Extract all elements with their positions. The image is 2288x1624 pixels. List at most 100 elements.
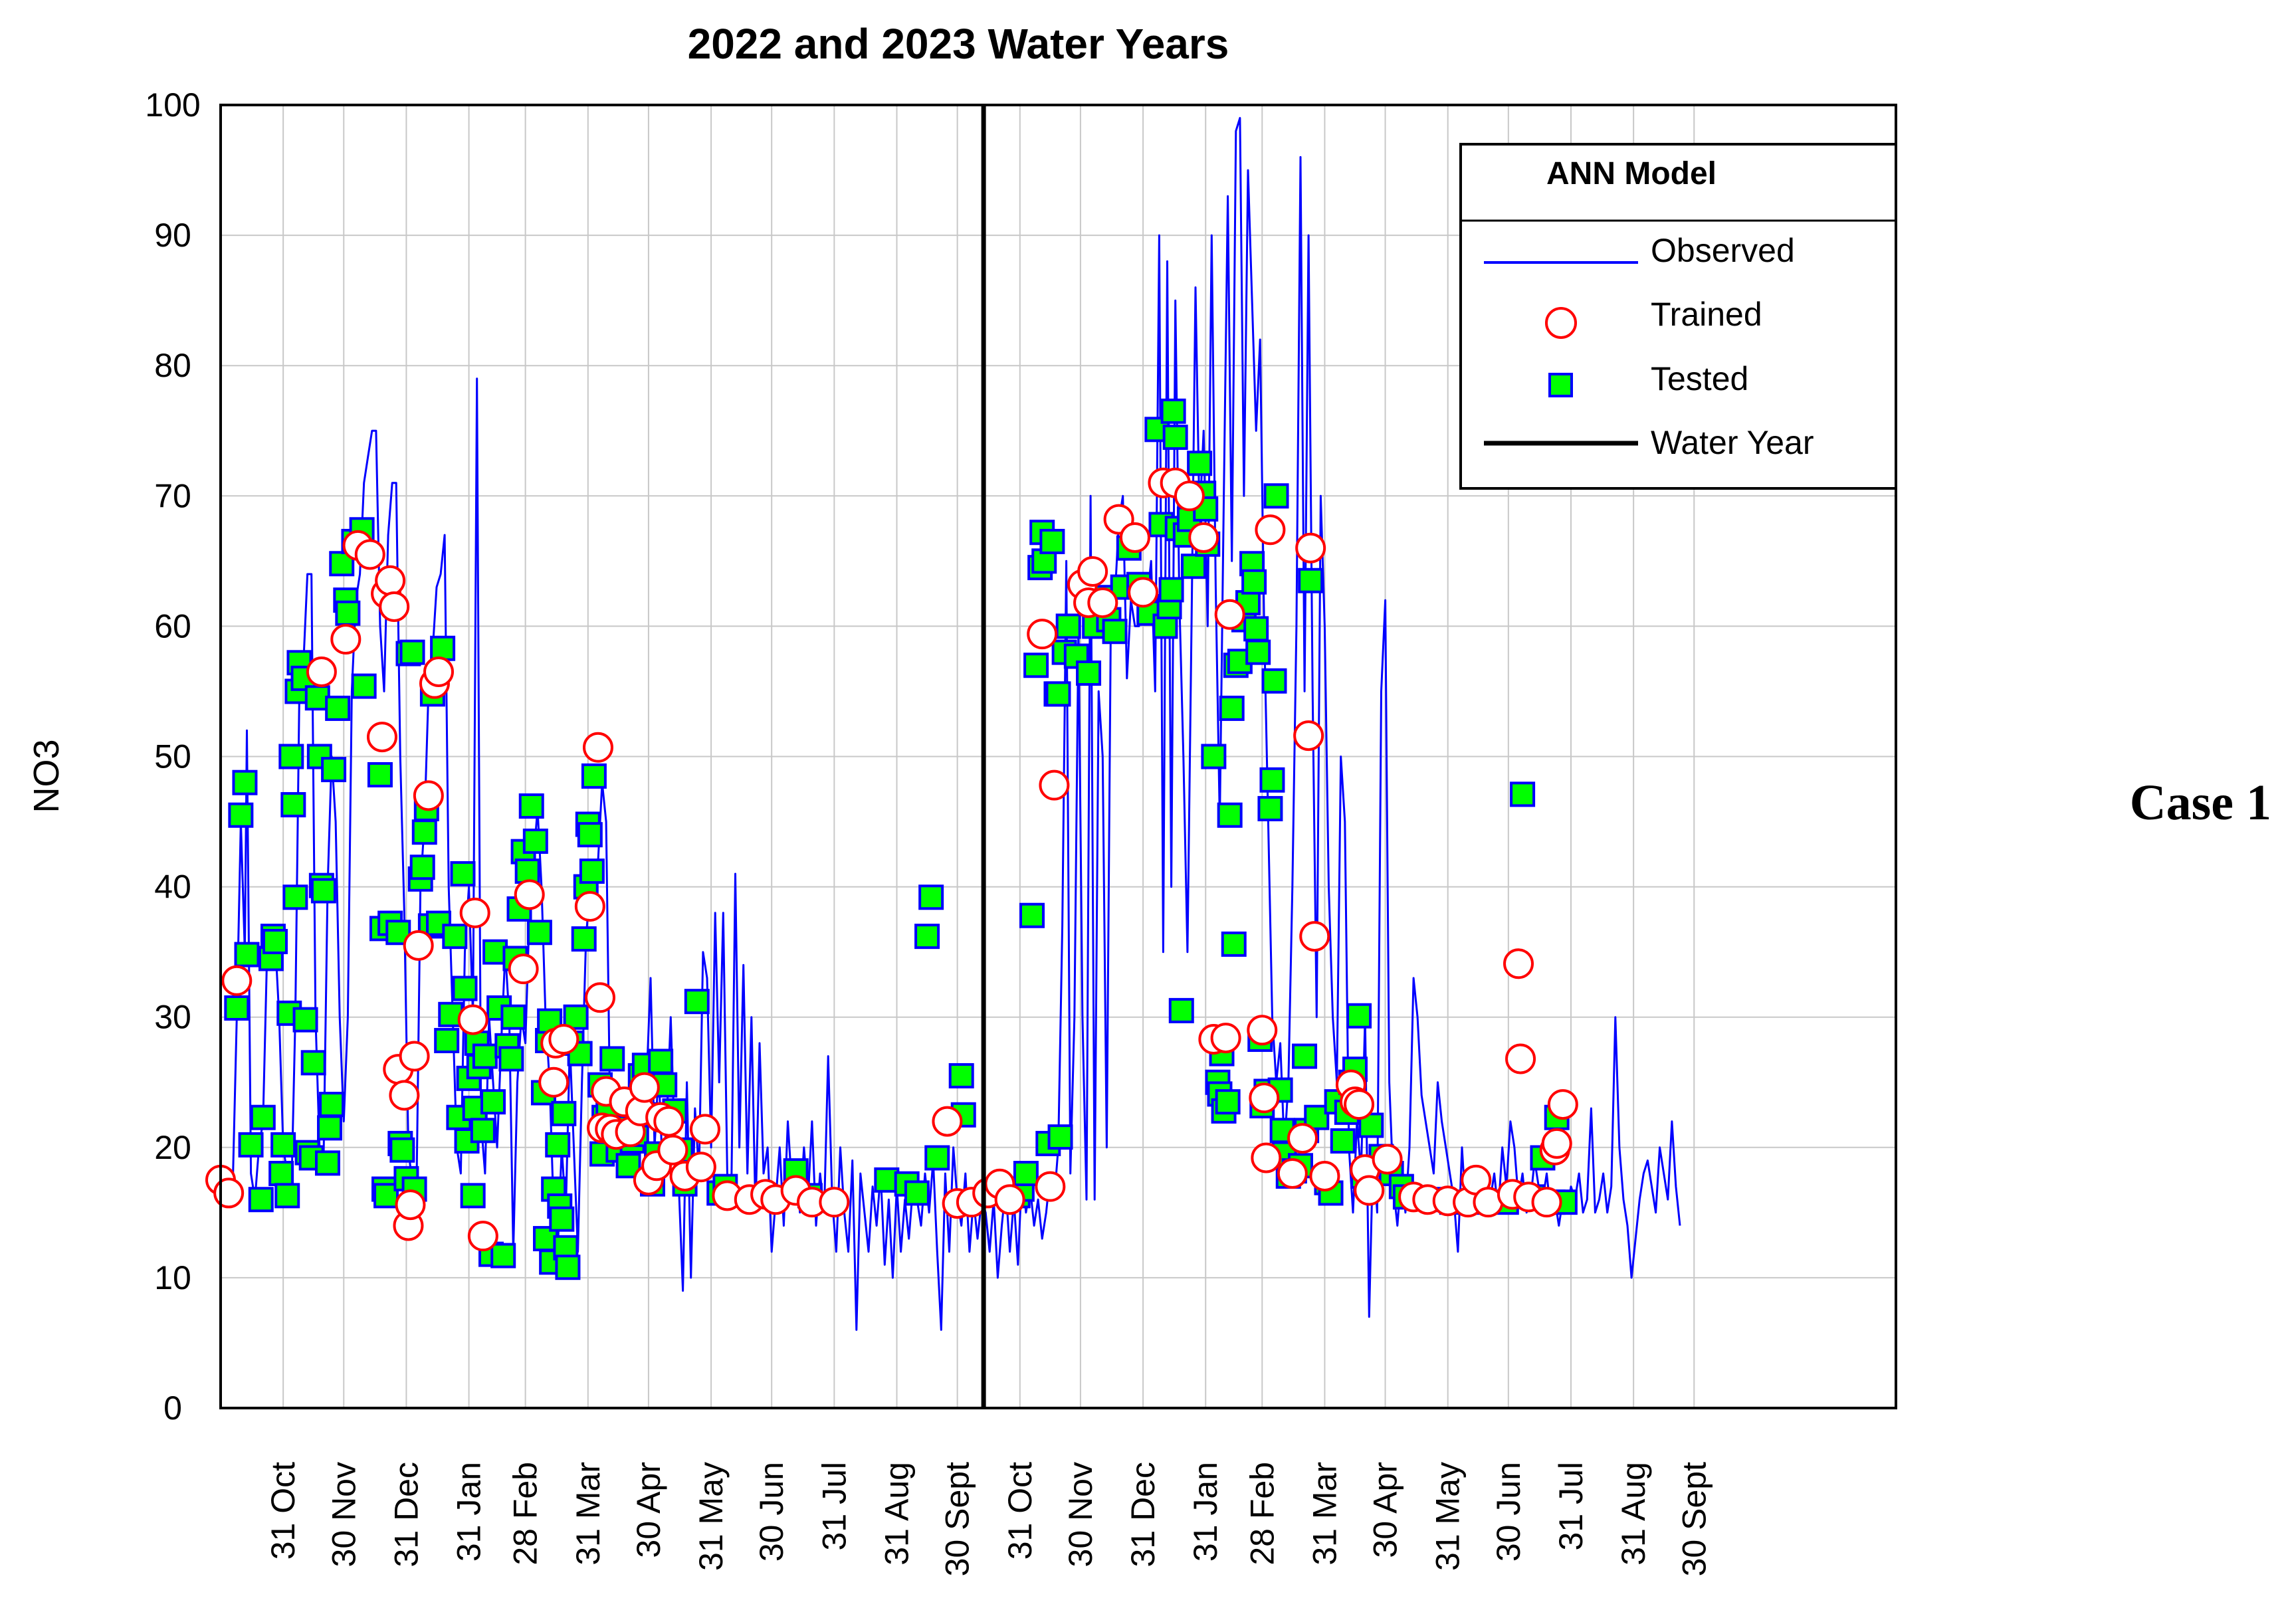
trained-point <box>689 1114 720 1145</box>
trained-point <box>1039 769 1070 801</box>
tested-point <box>1298 567 1324 593</box>
tested-point <box>563 1004 589 1030</box>
tested-point <box>1047 1124 1073 1150</box>
trained-point <box>1372 1144 1403 1175</box>
tested-point <box>270 1132 296 1158</box>
y-tick-label: 60 <box>154 607 191 645</box>
x-tick-label: 30 Jun <box>753 1462 790 1562</box>
trained-point <box>1119 522 1150 554</box>
tested-point <box>579 859 605 884</box>
tested-point <box>234 942 260 967</box>
trained-point <box>548 1024 579 1055</box>
tested-point <box>551 1100 577 1126</box>
trained-point <box>1531 1187 1562 1218</box>
trained-point <box>1505 1043 1536 1074</box>
trained-point <box>379 591 410 622</box>
tested-point <box>248 1187 274 1213</box>
tested-point <box>1241 569 1267 595</box>
x-tick-label: 31 Jan <box>1187 1462 1224 1562</box>
tested-point <box>300 1050 326 1076</box>
trained-point <box>1214 599 1245 630</box>
tested-point <box>278 744 304 769</box>
tested-point <box>1019 902 1045 928</box>
tested-point <box>914 924 940 950</box>
tested-point <box>1330 1128 1356 1154</box>
tested-point <box>1257 795 1283 821</box>
tested-point <box>1102 619 1128 645</box>
tested-point <box>470 1118 496 1144</box>
x-tick-label: 28 Feb <box>507 1462 544 1566</box>
tested-point <box>1187 451 1213 476</box>
trained-point <box>375 565 406 596</box>
x-tick-label: 30 Sept <box>939 1462 976 1576</box>
trained-point <box>366 722 397 753</box>
tested-point <box>1158 577 1184 603</box>
legend-box <box>1459 143 1897 490</box>
trained-point <box>423 657 455 688</box>
trained-point <box>1309 1160 1340 1191</box>
x-tick-label: 31 Jul <box>1552 1462 1590 1550</box>
y-tick-label: 20 <box>154 1129 191 1166</box>
trained-point <box>1503 948 1534 979</box>
tested-point <box>268 1161 294 1187</box>
legend-tested-label: Tested <box>1651 360 1748 397</box>
trained-point <box>1277 1158 1308 1189</box>
tested-point <box>648 1049 674 1074</box>
tested-point <box>948 1063 974 1088</box>
tested-point <box>450 861 476 886</box>
tested-point <box>577 822 603 848</box>
tested-point <box>411 819 437 845</box>
tested-point <box>918 884 944 910</box>
tested-point <box>1160 398 1186 424</box>
tested-point <box>442 924 468 950</box>
tested-point <box>1510 781 1536 807</box>
trained-point <box>389 1080 420 1111</box>
x-tick-label: 31 Aug <box>879 1462 916 1566</box>
trained-point <box>1174 480 1205 512</box>
tested-point <box>904 1180 930 1206</box>
trained-point <box>457 1004 488 1035</box>
tested-point <box>1304 1104 1330 1130</box>
tested-point <box>317 1115 343 1141</box>
x-tick-label: 30 Nov <box>325 1462 362 1567</box>
y-axis-ticks: 0 10 20 30 40 50 60 70 80 90 100 <box>145 86 200 1427</box>
tested-point <box>329 551 355 577</box>
legend-trained-label: Trained <box>1651 296 1762 333</box>
tested-point <box>514 859 540 884</box>
tested-point <box>1162 425 1188 451</box>
trained-point <box>1344 1089 1375 1120</box>
trained-point <box>1547 1089 1578 1120</box>
tested-point <box>238 1132 264 1158</box>
tested-point <box>500 1004 526 1030</box>
tested-point <box>571 926 597 952</box>
tested-point <box>351 673 377 699</box>
tested-point <box>310 878 336 904</box>
trained-point <box>1247 1015 1278 1046</box>
trained-point <box>1251 1142 1282 1173</box>
legend-title: ANN Model <box>1546 156 1716 191</box>
trained-point <box>1249 1082 1280 1114</box>
x-tick-label: 31 May <box>692 1462 730 1571</box>
x-tick-label: 30 Nov <box>1062 1462 1099 1567</box>
trained-point <box>994 1184 1025 1215</box>
tested-point <box>389 1137 415 1163</box>
x-tick-label: 31 Oct <box>1001 1462 1039 1560</box>
trained-point <box>1541 1128 1572 1159</box>
trained-point <box>685 1152 716 1183</box>
legend-trained-swatch <box>1545 307 1577 339</box>
trained-point <box>399 1041 430 1072</box>
tested-point <box>1215 1089 1241 1115</box>
legend-observed-label: Observed <box>1651 232 1795 269</box>
x-tick-label: 31 May <box>1429 1462 1467 1571</box>
tested-point <box>490 1243 516 1269</box>
x-tick-label: 31 Mar <box>1306 1462 1343 1566</box>
x-tick-label: 31 Dec <box>387 1462 425 1567</box>
tested-point <box>1219 695 1245 721</box>
tested-point <box>426 910 452 936</box>
tested-point <box>335 600 361 626</box>
trained-point <box>629 1072 660 1103</box>
trained-point <box>413 780 444 811</box>
tested-point <box>430 635 456 661</box>
tested-point <box>460 1183 486 1209</box>
